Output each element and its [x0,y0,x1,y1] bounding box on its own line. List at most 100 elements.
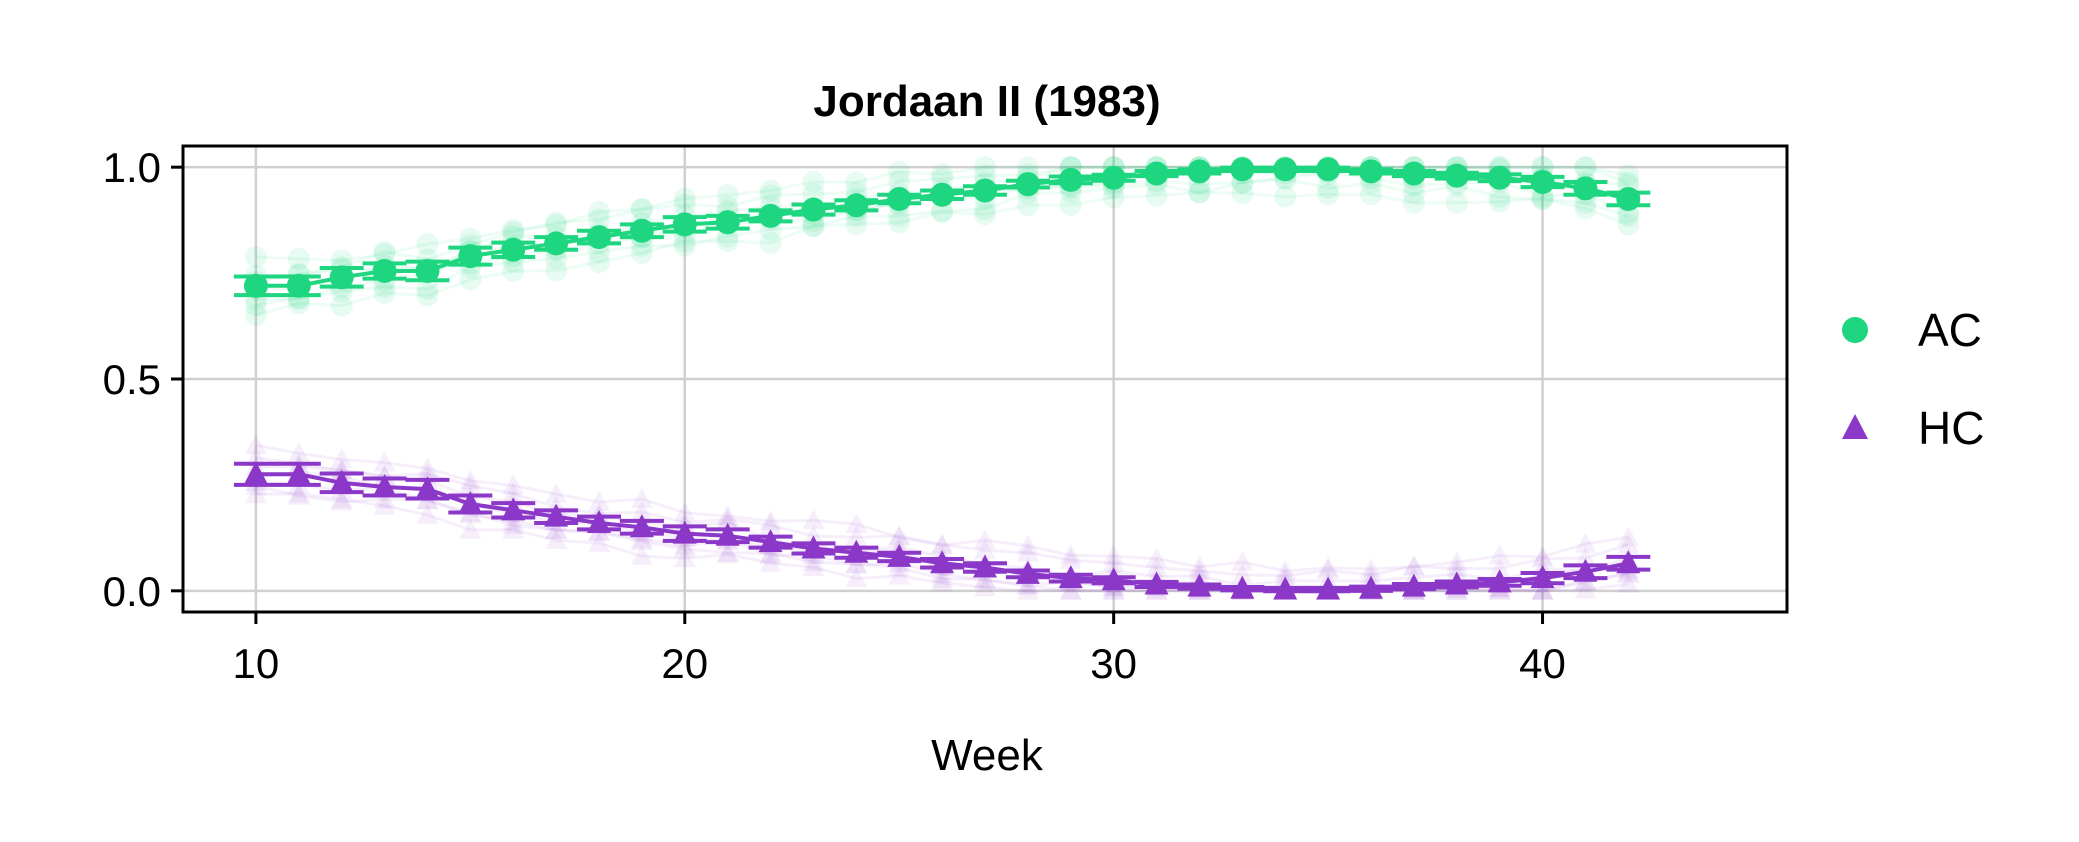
legend: AC HC [1842,304,1984,454]
data-point [1144,161,1169,186]
data-point [715,522,740,546]
background-point [974,156,996,179]
data-point [415,476,440,500]
background-point [1617,533,1640,554]
series-HC [233,461,1651,600]
background-point [1016,574,1039,595]
background-point [1531,579,1554,600]
data-point [629,514,654,538]
background-point [502,218,525,241]
x-axis-label: Week [931,731,1044,780]
background-point [845,213,868,236]
background-point [1317,556,1340,577]
background-point [630,530,653,551]
data-point [758,203,783,228]
legend-label-HC: HC [1918,402,1984,454]
background-point [974,569,996,590]
background-point [716,541,739,562]
background-trace [255,190,1629,317]
background-point [673,193,696,216]
background-point [1188,181,1211,204]
data-point [672,520,697,544]
data-point [544,231,569,256]
background-point [502,260,525,283]
data-point [887,186,912,211]
background-point [1488,557,1511,578]
background-point [1016,194,1039,217]
background-point [630,500,653,521]
background-point [1445,191,1468,214]
background-point [373,451,396,472]
data-point [1401,161,1426,186]
background-point [974,198,996,221]
background-point [802,509,825,530]
background-point [244,294,267,317]
background-point [1359,558,1382,578]
data-point [1487,569,1512,593]
background-point [373,240,396,263]
data-point [1401,573,1426,597]
background-point [1231,551,1254,571]
background-point [330,488,353,509]
background-point [1274,559,1297,580]
background-point [1617,164,1640,187]
data-point [372,258,397,283]
background-point [330,249,353,272]
background-point [287,484,310,505]
background-point [588,251,611,274]
data-point [286,273,311,298]
background-trace [255,443,1629,573]
data-point [1573,558,1598,582]
background-point [1145,184,1168,207]
data-point [458,490,483,514]
background-point [416,503,439,524]
background-point [802,556,825,577]
background-point [1617,204,1640,227]
background-point [1531,579,1554,600]
data-point [1144,571,1169,595]
background-point [845,567,868,588]
background-point [330,448,353,469]
background-point [759,542,782,563]
data-point [887,543,912,567]
background-point [1488,190,1511,213]
background-point [802,215,825,238]
background-point [759,544,782,565]
background-point [716,230,739,253]
background-point [1445,551,1468,572]
series-layer [233,157,1651,600]
background-point [1402,191,1425,214]
background-point [845,513,868,534]
background-point [931,534,954,555]
background-point [1231,182,1254,205]
x-tick-label: 40 [1519,640,1566,687]
background-point [1359,183,1382,206]
background-point [1445,557,1468,578]
background-point [1059,544,1082,565]
background-point [1016,156,1039,179]
background-point [716,505,739,526]
background-point [931,199,954,222]
data-point [801,535,826,559]
data-point [1358,575,1383,599]
background-point [1016,574,1039,595]
background-point [416,232,439,255]
x-axis-ticks: 10 20 30 40 [233,612,1566,687]
background-point [931,533,954,554]
y-tick-label: 0.0 [103,568,161,615]
background-point [802,524,825,545]
x-tick-label: 10 [233,640,280,687]
data-point [286,461,311,485]
background-point [1274,185,1297,208]
background-point [330,294,353,317]
background-point [1231,563,1254,584]
background-point [759,179,782,202]
background-point [974,529,996,550]
background-point [1617,526,1640,547]
background-point [1359,563,1382,584]
background-point [588,491,611,511]
data-point [501,237,526,262]
data-point [1058,167,1083,192]
background-point [502,474,525,495]
background-point [888,160,911,183]
